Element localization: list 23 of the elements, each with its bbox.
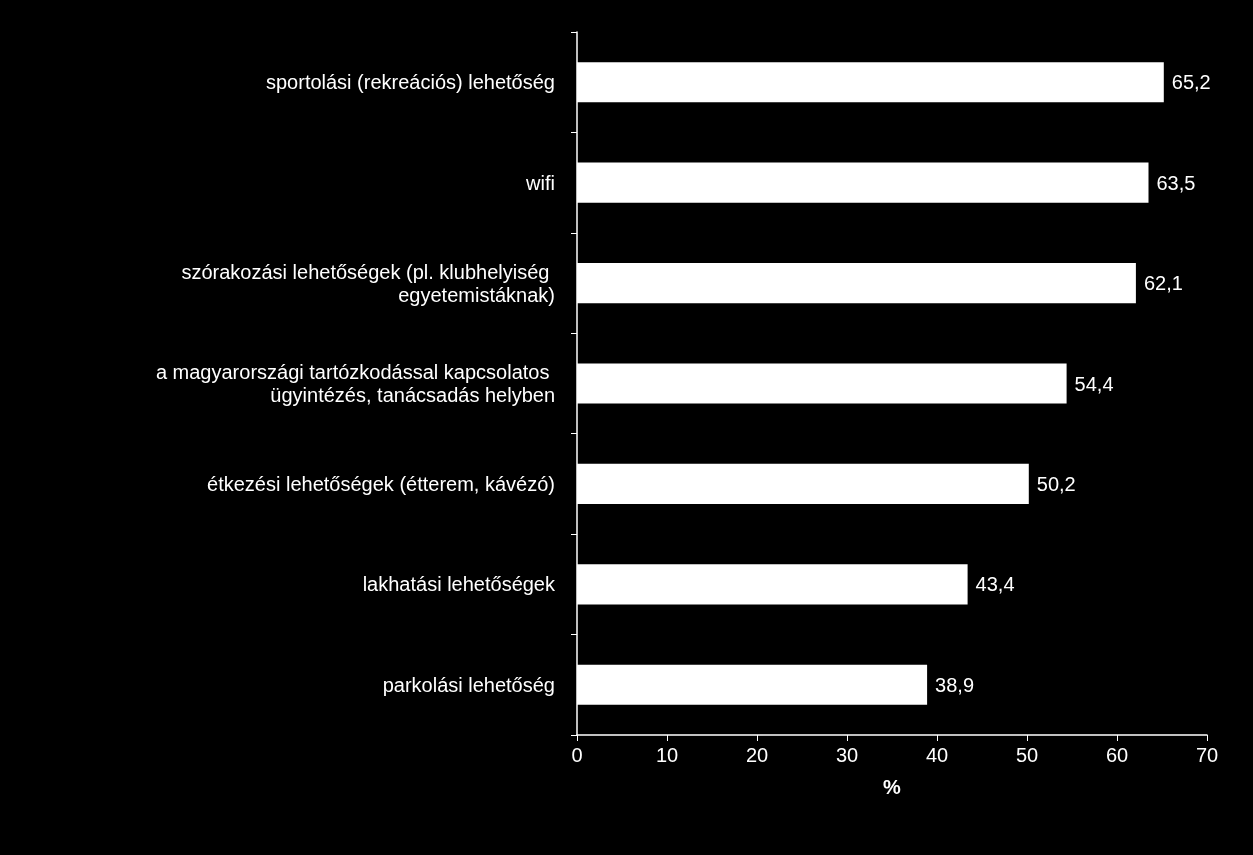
x-tick-label: 30 [835, 744, 859, 766]
data-label: 54,4 [1074, 372, 1114, 395]
data-label: 38,9 [935, 673, 975, 696]
x-tick-label: 10 [655, 744, 679, 766]
x-tick-label: 20 [745, 744, 769, 766]
y-tick-label: étkezési lehetőségek (étterem, kávézó) [207, 472, 555, 495]
x-tick-label: 40 [925, 744, 949, 766]
data-label: 62,1 [1143, 272, 1183, 295]
y-tick-label: szórakozási lehetőségek (pl. klubhelyiség egyetemistáknak) [181, 260, 555, 306]
y-tick-label: parkolási lehetőség [382, 673, 555, 696]
x-tick-label: 0 [571, 744, 583, 766]
y-tick-label: wifi [525, 171, 555, 194]
data-label: 43,4 [975, 573, 1015, 596]
x-tick-label: 70 [1195, 744, 1219, 766]
y-tick-label: a magyarországi tartózkodással kapcsolatos ügyintézés, tanácsadás helyben [155, 361, 555, 406]
x-tick-label: 60 [1105, 744, 1129, 766]
data-label: 50,2 [1036, 472, 1076, 495]
data-label: 63,5 [1156, 171, 1196, 194]
x-tick-label: 50 [1015, 744, 1039, 766]
data-label: 65,2 [1171, 71, 1211, 94]
y-tick-label: lakhatási lehetőségek [362, 573, 556, 596]
y-tick-label: sportolási (rekreációs) lehetőség [265, 71, 555, 94]
x-axis-title: % [883, 776, 902, 798]
